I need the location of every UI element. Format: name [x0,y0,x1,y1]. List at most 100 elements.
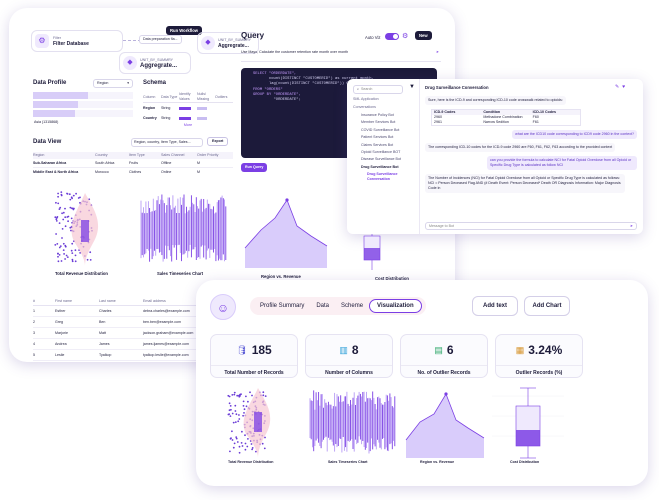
sidebar-group[interactable]: Conversations [353,105,376,109]
sidebar-item[interactable]: Member Services Bot [361,120,396,125]
sidebar-item[interactable]: Insurance Policy Bot [361,113,394,117]
table-row: 1 Esther Charles debra.charles@example.com [33,306,223,317]
schema-col: Nulls/ Missing [197,92,210,101]
data-view-filter[interactable]: Region, country, Item Type, Sales... [131,138,203,147]
collapse-icon[interactable]: ▼ [409,84,415,90]
scatter-point [239,395,241,397]
table-cell: Offline [161,160,172,165]
table-cell: ben.ben@example.com [143,319,182,324]
aggregate-node-title: Aggregrate... [140,62,178,69]
scatter-point [237,420,240,423]
avatar[interactable]: ☺ [210,294,236,320]
stat-value-row: ▥ 8 [306,343,392,357]
scatter-point [238,451,241,454]
aggregate-node[interactable]: ◆ UNIT_BY_SUMMRY Aggregrate... [197,32,259,54]
tab-bar: Profile Summary Data Scheme Visualizatio… [250,297,426,315]
autoviz-label: Auto Viz [365,35,381,40]
schema-cell: String [161,115,171,120]
data-profile-bars: Sub-Saharan Africa (1914622) Europe (139… [33,92,133,124]
schema-more-link[interactable]: More [183,123,193,127]
scatter-point [247,438,249,440]
scatter-point [61,228,64,230]
code-line: GROUP BY "ORDERDATE", [253,92,301,97]
settings-icon[interactable]: ⚙ [402,33,409,40]
add-chart-button[interactable]: Add Chart [524,296,570,316]
search-input[interactable]: ⌕ Search [353,85,403,94]
table-cell: Narrow Sedition [483,120,509,124]
table-cell: James [99,341,110,346]
toggle-knob [393,34,398,39]
table-cell: Marjorie [55,330,68,335]
stat-card: ▤ 6 No. of Outlier Records [400,334,488,378]
scatter-point [67,220,69,223]
sidebar-item[interactable]: COVID Surveillance Bot [361,127,400,132]
scatter-point [66,256,69,258]
scatter-point [238,445,241,448]
sidebar-item[interactable]: Patient Services Bot [361,135,394,140]
scatter-point [89,251,92,254]
new-query-button[interactable]: New [415,31,432,40]
visualization-panel: ☺ Profile Summary Data Scheme Visualizat… [196,280,648,486]
scatter-point [60,191,63,193]
stat-label: Number of Columns [306,365,392,376]
tab-profile-summary[interactable]: Profile Summary [260,303,305,309]
scatter-point [58,254,61,256]
scatter-point [64,216,67,219]
scatter-point [228,409,231,412]
scatter-point [244,448,247,451]
box-lower [516,430,540,446]
send-icon[interactable]: ➤ [629,223,633,228]
sidebar-item[interactable]: Drug Surveillance Bot [361,164,399,169]
edit-icon[interactable]: ✎ [615,84,620,90]
scatter-point [235,436,238,438]
tab-visualization[interactable]: Visualization [369,299,422,313]
profile-bar-fill [33,101,78,108]
data-view-filter-value: Region, country, Item Type, Sales... [134,140,191,144]
box-lower [364,248,380,260]
stat-card: 🛢 185 Total Number of Records [210,334,298,378]
sidebar-group-top[interactable]: SML Application [353,97,379,101]
scatter-point [233,391,236,394]
chart-title: Sales Timeseries Chart [328,460,368,464]
data-profile-title: Data Profile [33,80,67,86]
scatter-point [69,226,72,229]
data-view-col: Country [95,153,108,157]
scatter-point [235,437,238,440]
export-button[interactable]: Export [207,137,229,146]
send-icon[interactable]: ➤ [435,50,439,54]
sidebar-item[interactable]: Disease Surveillance Bot [361,157,401,162]
scatter-point [234,410,237,412]
sidebar-item[interactable]: Claims Services Bot [361,142,394,147]
stat-value: 185 [251,343,272,357]
favorite-icon[interactable]: ♥ [622,84,626,90]
filter-icon: ⚙ [35,34,49,48]
scatter-point [255,450,257,453]
sidebar-item[interactable]: Opioid Surveillance BOT [361,149,401,154]
message-composer[interactable]: Message to Bot ➤ [425,222,637,230]
tab-scheme[interactable]: Scheme [341,303,364,309]
scatter-point [55,233,57,235]
add-text-button[interactable]: Add text [472,296,518,316]
table-cell: M [197,170,200,174]
aggregate-node-2[interactable]: ◆ UNIT_BY_SUMMRY Aggregrate... [119,52,191,74]
scatter-point [264,436,266,439]
data-profile-select[interactable]: Region ▾ [93,79,133,88]
sidebar-active-conversation[interactable]: Drug Surveillance Conversation [367,172,398,182]
scatter-point [55,201,57,204]
schema-bar [197,106,207,110]
people-col: First name [55,299,72,303]
table-cell: Charles [99,308,112,313]
scatter-point [57,192,59,195]
autoviz-toggle[interactable] [385,33,399,40]
run-workflow-button[interactable]: Run Workflow [166,26,203,35]
run-query-button[interactable]: Run Query [241,163,268,172]
tab-data[interactable]: Data [316,303,330,309]
query-prompt-input[interactable]: Use Mayo, Calculate the customer retenti… [241,50,441,62]
scatter-point [70,229,72,232]
chat-window: ⌕ Search ▼ SML Application Conversations… [347,79,643,234]
scatter-point [74,260,77,263]
scatter-point [77,197,80,199]
filter-node[interactable]: ⚙ Filter Filter Database [31,30,123,52]
prep-chip[interactable]: Data preparation fla... [139,35,182,44]
icd-col: ICD-9 Codes [434,110,456,114]
